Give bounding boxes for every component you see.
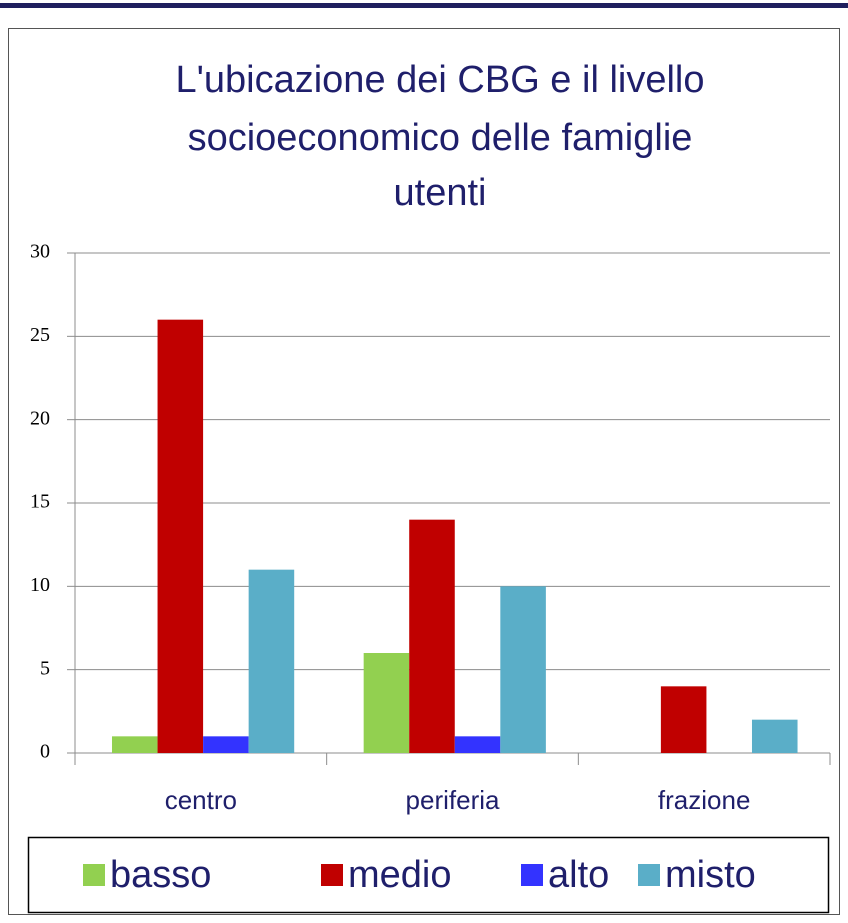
bar bbox=[363, 653, 410, 753]
y-tick-label: 20 bbox=[30, 407, 50, 429]
legend-label: alto bbox=[548, 854, 609, 896]
bar bbox=[248, 569, 295, 753]
x-tick-label: periferia bbox=[406, 785, 500, 815]
bar bbox=[157, 319, 204, 753]
frame bbox=[8, 28, 840, 915]
y-tick-label: 5 bbox=[40, 657, 50, 679]
bar bbox=[409, 519, 455, 753]
bar bbox=[454, 736, 501, 753]
y-tick-label: 25 bbox=[30, 324, 50, 346]
x-tick-label: centro bbox=[165, 785, 237, 815]
legend-label: misto bbox=[665, 854, 756, 896]
legend-label: basso bbox=[110, 854, 211, 896]
x-tick-label: frazione bbox=[658, 785, 751, 815]
legend-label: medio bbox=[348, 854, 452, 896]
legend-swatch bbox=[638, 864, 660, 886]
bar bbox=[660, 686, 707, 753]
y-tick-label: 30 bbox=[30, 241, 50, 263]
chart-title: utenti bbox=[394, 172, 487, 214]
legend-swatch bbox=[521, 864, 543, 886]
top-bar bbox=[0, 3, 848, 8]
legend-swatch bbox=[83, 864, 105, 886]
y-tick-label: 0 bbox=[40, 741, 50, 763]
y-tick-label: 10 bbox=[30, 574, 50, 596]
bar bbox=[751, 719, 798, 753]
legend-box bbox=[27, 836, 830, 914]
y-tick-label: 15 bbox=[30, 491, 50, 513]
bar bbox=[203, 736, 249, 753]
bar bbox=[500, 586, 546, 753]
bar bbox=[111, 736, 158, 753]
chart-title: socioeconomico delle famiglie bbox=[188, 117, 693, 159]
legend-swatch bbox=[321, 864, 343, 886]
chart-title: L'ubicazione dei CBG e il livello bbox=[176, 59, 705, 101]
